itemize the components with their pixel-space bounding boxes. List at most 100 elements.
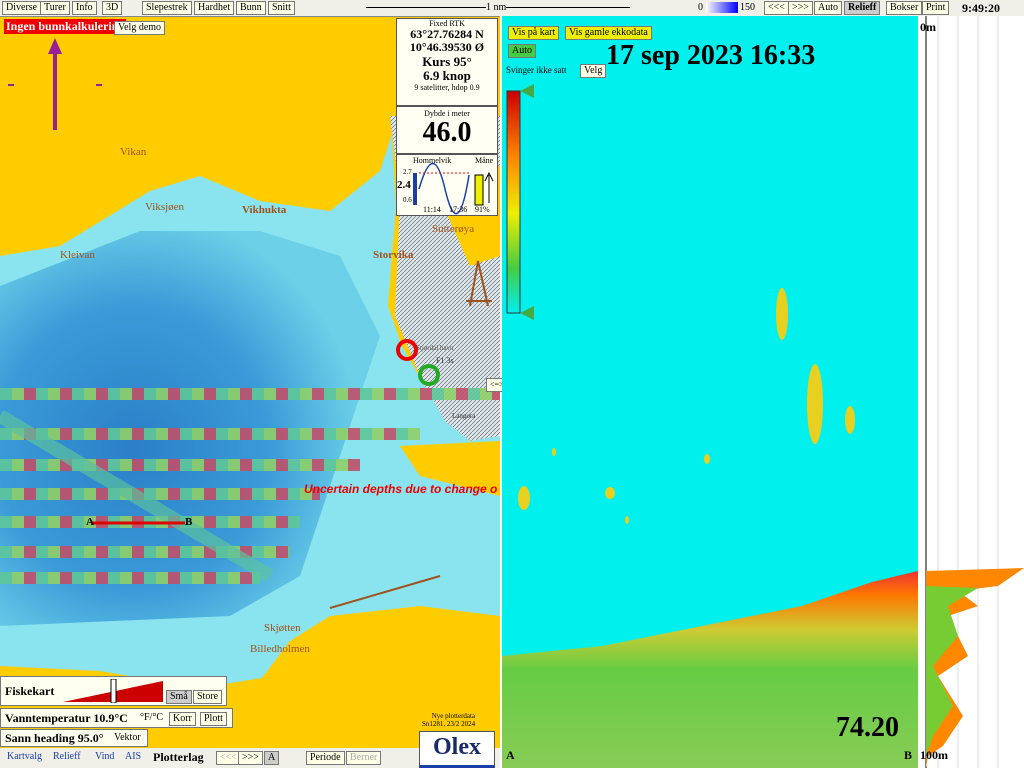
- toolbar-button[interactable]: >>>: [788, 1, 813, 15]
- tide-panel: Hommelvik Måne 2.7 2.4 0.6 11:14 17:36 9…: [396, 154, 498, 216]
- depth-reading: 74.20: [836, 712, 899, 743]
- fish-echo: [807, 364, 823, 444]
- layer-button[interactable]: Kartvalg: [7, 751, 42, 762]
- track: [0, 572, 260, 584]
- place-name: Vikhukta: [242, 204, 287, 216]
- layer-button[interactable]: A: [264, 751, 280, 765]
- tide-curve: [418, 163, 470, 215]
- place-name: Skjøtten: [264, 622, 301, 634]
- toolbar-button[interactable]: Info: [72, 1, 97, 15]
- place-name: Storvika: [373, 249, 414, 261]
- timestamp: 17 sep 2023 16:33: [606, 40, 816, 71]
- fishing-chart-label: Fiskekart: [5, 684, 55, 698]
- scale-handle[interactable]: [520, 84, 534, 98]
- slider-knob[interactable]: [110, 679, 117, 703]
- track: [0, 488, 320, 500]
- moon-bar: [474, 174, 484, 206]
- depth: 46.0: [422, 117, 472, 148]
- scale-handle[interactable]: [520, 306, 534, 320]
- position-panel: Fixed RTK 63°27.76284 N 10°46.39530 Ø Ku…: [396, 18, 498, 106]
- course: Kurs 95°: [422, 54, 472, 69]
- clock: 9:49:20: [962, 1, 1000, 15]
- toolbar-button[interactable]: Bunn: [236, 1, 266, 15]
- density-slider[interactable]: [63, 679, 167, 703]
- layer-button[interactable]: Vind: [95, 751, 115, 762]
- harbor-label: Stjørdal havn: [416, 344, 454, 352]
- track: [0, 388, 500, 400]
- scale-top: 0m: [920, 20, 936, 34]
- tide-current: 2.4: [397, 179, 411, 191]
- toolbar-button[interactable]: Turer: [40, 1, 70, 15]
- fish-echo: [605, 487, 615, 499]
- layer-button[interactable]: AIS: [125, 751, 142, 762]
- large-button[interactable]: Store: [193, 690, 223, 704]
- toolbar-button[interactable]: Hardhet: [194, 1, 235, 15]
- scale-label: 1 nm: [486, 2, 507, 13]
- temperature-panel: Vanntemperatur 10.9°C °F/°C Korr Plott: [0, 708, 233, 728]
- toolbar-button[interactable]: Bokser: [886, 1, 923, 15]
- seabed: [502, 571, 918, 768]
- auto-button[interactable]: Auto: [508, 44, 536, 58]
- correction-button[interactable]: Korr: [169, 712, 196, 726]
- small-button[interactable]: Små: [166, 690, 192, 704]
- depth-profile: [918, 16, 1024, 768]
- divider: [500, 16, 502, 768]
- mark-b: B: [904, 748, 913, 762]
- toolbar-button[interactable]: 3D: [102, 1, 123, 15]
- layer-button[interactable]: Relieff: [53, 751, 81, 762]
- land: [400, 441, 500, 496]
- bottom-bar: Plotterlag Kartvalg Relieff Vind AIS <<< >>> A…: [0, 748, 500, 768]
- heading: Sann heading 95.0°: [5, 731, 104, 745]
- satellites: 9 satelitter, hdop 0.9: [414, 83, 480, 92]
- hazard-note: Uncertain depths due to change o: [304, 482, 498, 496]
- place-name: Sutterøya: [432, 223, 475, 235]
- tide-time-high: 17:36: [449, 205, 468, 214]
- layer-button[interactable]: >>>: [238, 751, 263, 765]
- tide-place: Hommelvik: [413, 156, 452, 165]
- demo-button[interactable]: Velg demo: [114, 21, 166, 35]
- mark-a: A: [506, 748, 515, 762]
- track: [0, 409, 274, 583]
- range-min: 0: [698, 2, 703, 13]
- toolbar-button[interactable]: Print: [922, 1, 950, 15]
- speed: 6.9 knop: [423, 68, 471, 83]
- heading-panel: Sann heading 95.0° Vektor: [0, 729, 148, 747]
- north-arrow-head: [48, 38, 62, 54]
- tide-high: 2.7: [403, 168, 412, 176]
- latitude: 63°27.76284 N: [410, 27, 484, 41]
- unit-toggle[interactable]: °F/°C: [140, 712, 164, 723]
- layer-button[interactable]: Periode: [306, 751, 345, 765]
- profile-echo: [926, 568, 1024, 768]
- toolbar-button[interactable]: Diverse: [2, 1, 42, 15]
- tide-graph: [413, 163, 494, 215]
- scale-bottom: 100m: [920, 748, 948, 762]
- moon-percent: 91%: [475, 205, 490, 214]
- show-on-map[interactable]: Vis på kart: [508, 26, 560, 40]
- vector-button[interactable]: Vektor: [114, 732, 141, 743]
- plot-button[interactable]: Plott: [200, 712, 227, 726]
- pier: [329, 575, 441, 609]
- layer-button[interactable]: Berner: [346, 751, 382, 765]
- fish-echo: [776, 288, 788, 340]
- toolbar-button[interactable]: Relieff: [844, 1, 881, 15]
- tide-low: 0.6: [403, 196, 412, 204]
- show-old-data[interactable]: Vis gamle ekkodata: [565, 26, 652, 40]
- plotter-info-line: Nye plotterdata: [431, 712, 476, 720]
- fix-status: Fixed RTK: [429, 19, 465, 28]
- select-button[interactable]: Velg: [580, 64, 607, 78]
- profile-echo: [926, 586, 978, 756]
- fish-echo: [625, 516, 629, 524]
- place-name: Vikan: [120, 146, 147, 158]
- tide-bar: [413, 173, 417, 205]
- toolbar-button[interactable]: Snitt: [268, 1, 295, 15]
- fish-echo: [552, 448, 556, 456]
- range-max: 150: [740, 2, 755, 13]
- toolbar-button[interactable]: Auto: [814, 1, 842, 15]
- toolbar-button[interactable]: Slepestrek: [142, 1, 192, 15]
- place-name: Billedholmen: [250, 643, 310, 655]
- color-scale[interactable]: [506, 90, 521, 314]
- moon-arrow: [484, 171, 494, 203]
- toolbar-button[interactable]: <<<: [764, 1, 789, 15]
- logo: Olex: [419, 731, 495, 768]
